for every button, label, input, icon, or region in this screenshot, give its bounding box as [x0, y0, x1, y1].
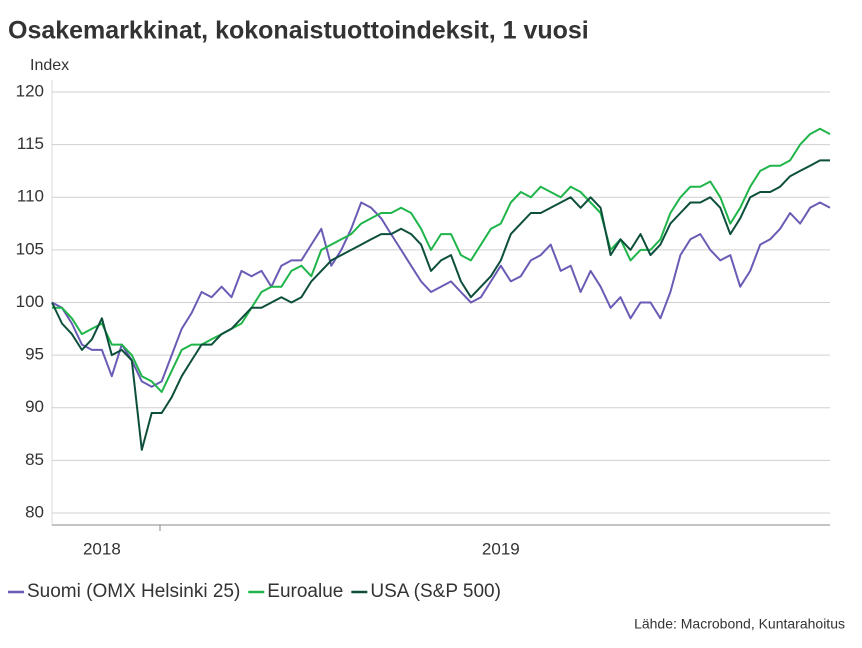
- y-tick-label: 105: [16, 239, 44, 258]
- y-tick-label: 100: [16, 292, 44, 311]
- y-tick-label: 110: [17, 187, 44, 206]
- source: Lähde: Macrobond, Kuntarahoitus: [634, 616, 845, 632]
- chart-title: Osakemarkkinat, kokonaistuottoindeksit, …: [8, 17, 589, 45]
- legend-label: USA (S&P 500): [370, 581, 501, 602]
- y-tick-label: 120: [16, 81, 44, 100]
- y-tick-label: 95: [25, 345, 44, 364]
- legend-label: Suomi (OMX Helsinki 25): [27, 581, 240, 602]
- series-line: [51, 159, 830, 451]
- y-tick-label: 80: [25, 502, 44, 521]
- y-tick-label: 90: [25, 397, 44, 416]
- x-tick-label: 2019: [482, 539, 520, 558]
- series-line: [52, 127, 831, 393]
- x-tick-label: 2018: [83, 539, 121, 558]
- series-line: [51, 201, 831, 388]
- y-axis-label: Index: [30, 57, 69, 74]
- y-tick-label: 85: [25, 450, 44, 469]
- y-tick-label: 115: [17, 134, 44, 153]
- legend-label: Euroalue: [267, 581, 343, 602]
